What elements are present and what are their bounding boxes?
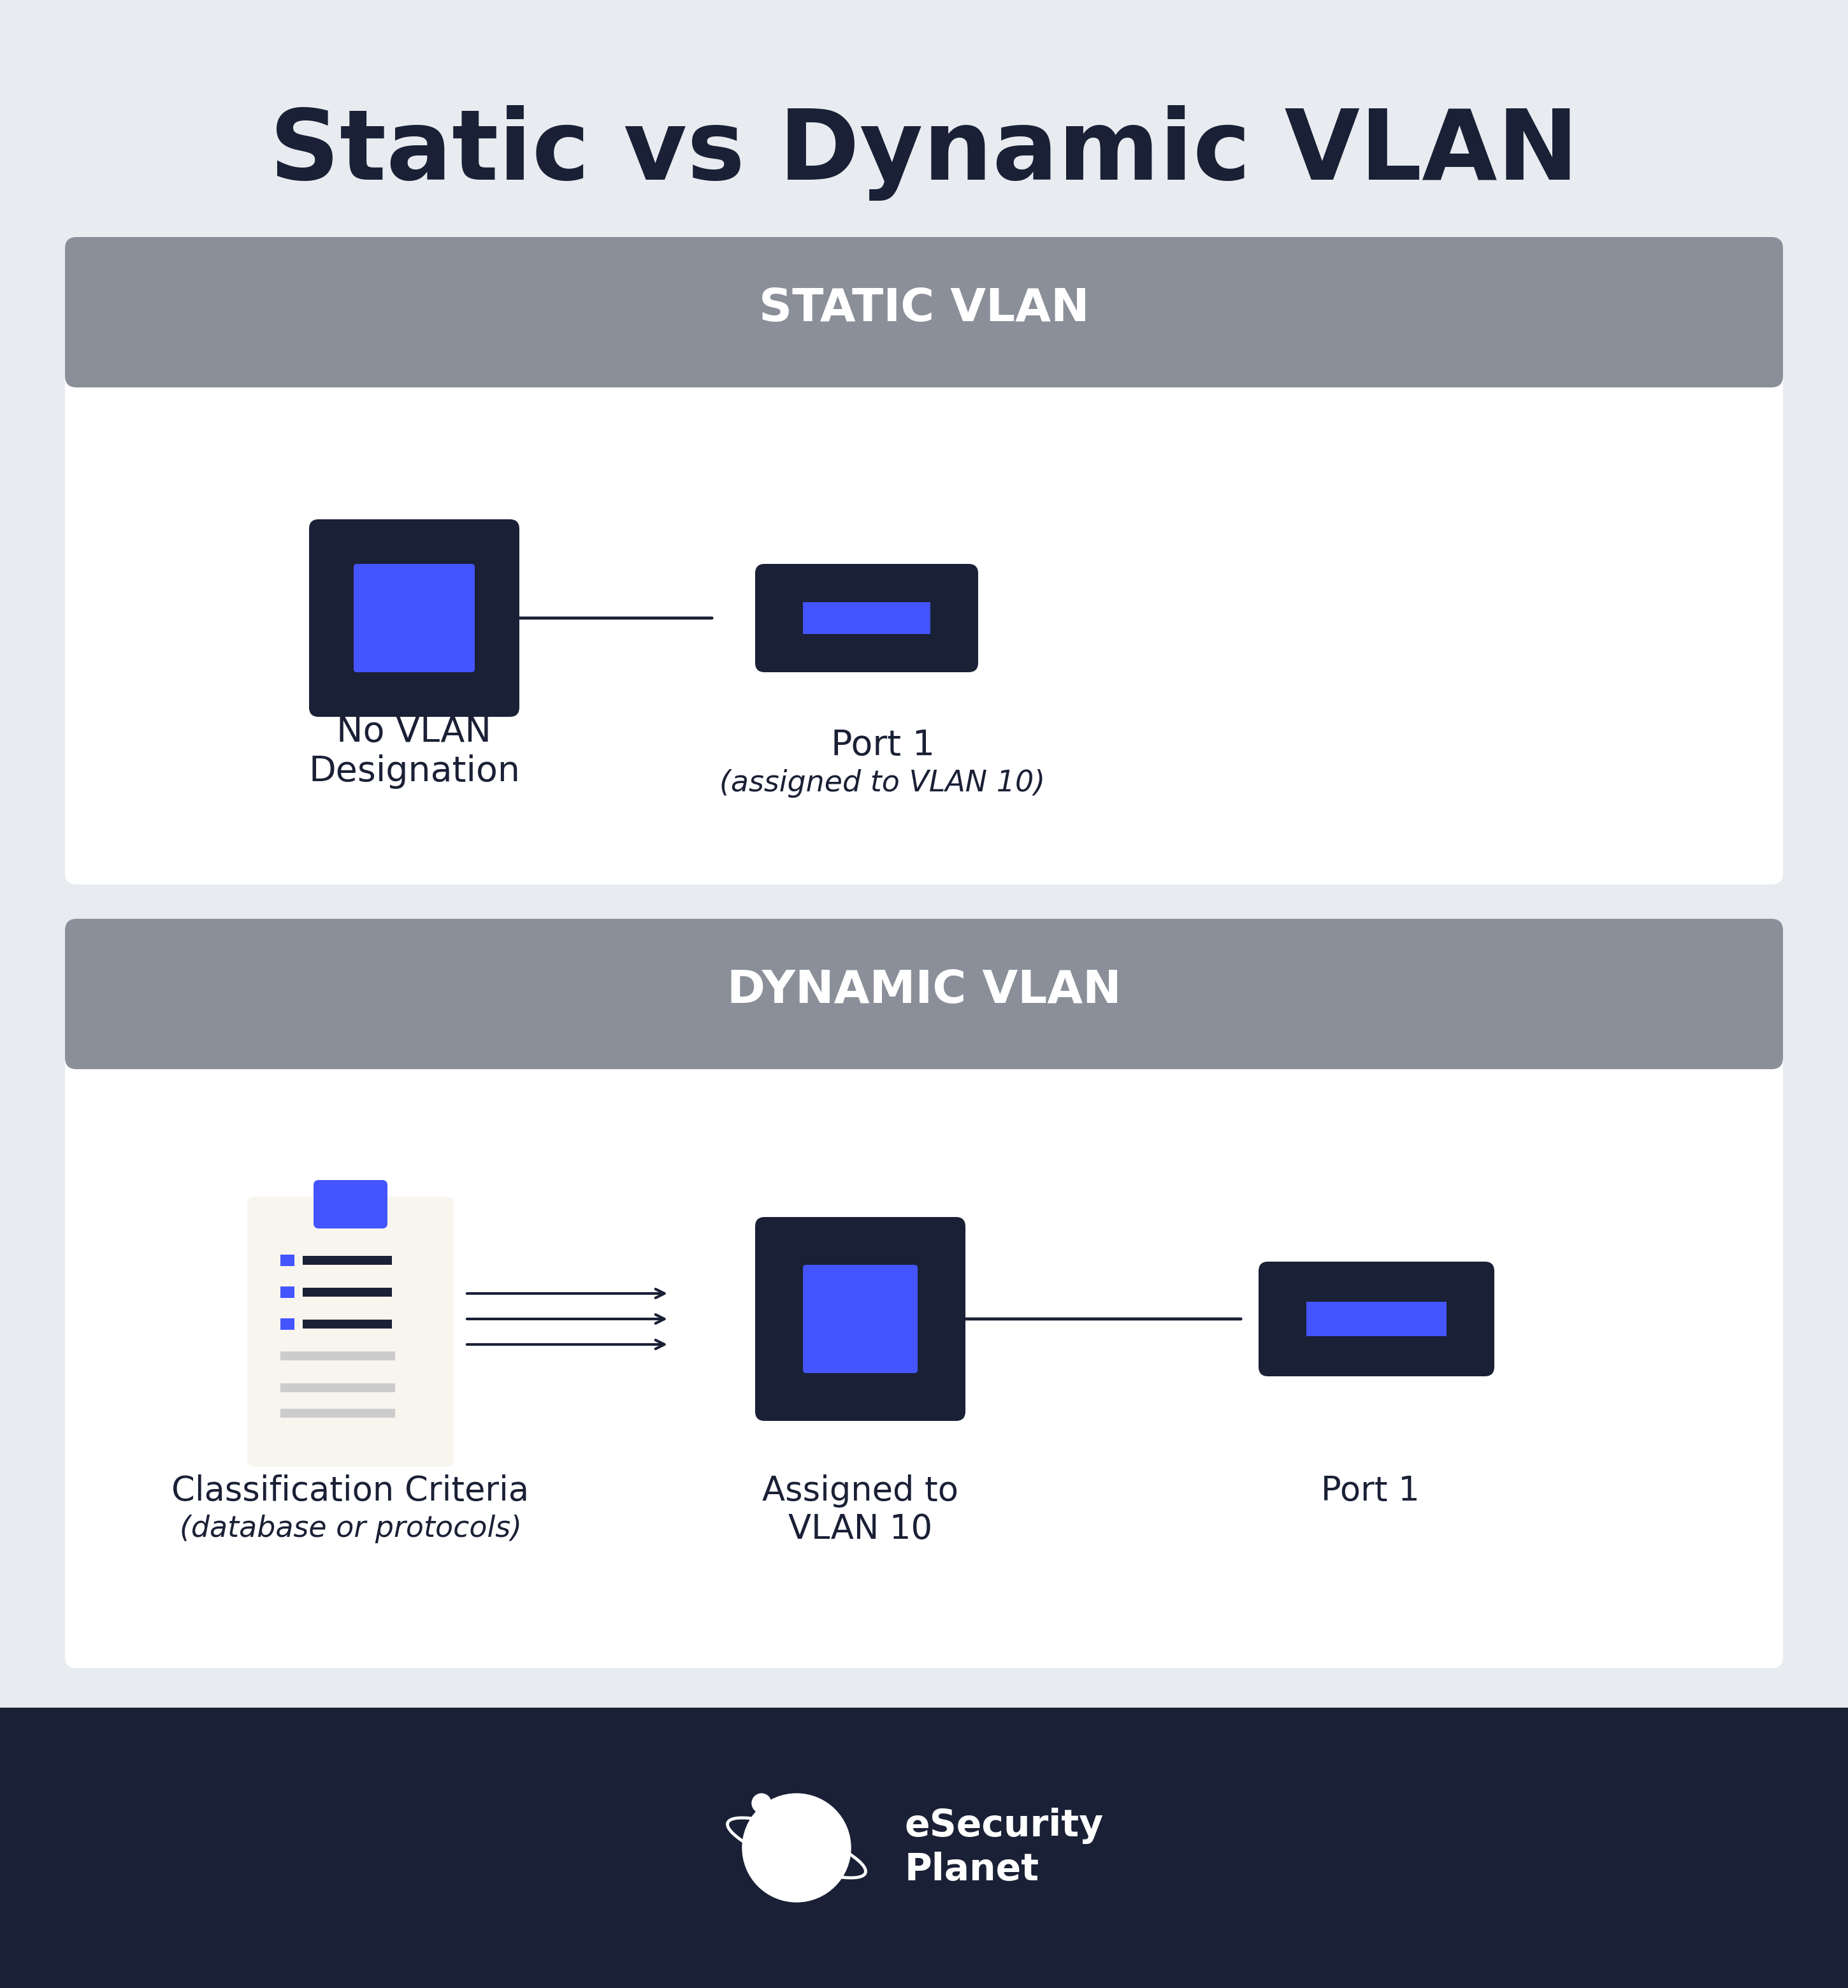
Text: DYNAMIC VLAN: DYNAMIC VLAN bbox=[726, 968, 1122, 1012]
Bar bbox=[802, 602, 930, 634]
Text: Classification Criteria: Classification Criteria bbox=[172, 1475, 529, 1507]
Bar bbox=[281, 1352, 395, 1360]
Bar bbox=[281, 1286, 294, 1298]
Text: Static vs Dynamic VLAN: Static vs Dynamic VLAN bbox=[270, 105, 1578, 201]
Bar bbox=[76, 1000, 1772, 1058]
Circle shape bbox=[743, 1793, 850, 1903]
FancyBboxPatch shape bbox=[65, 237, 1783, 388]
Text: Planet: Planet bbox=[906, 1853, 1039, 1889]
FancyBboxPatch shape bbox=[65, 918, 1783, 1668]
Bar bbox=[281, 1318, 294, 1330]
Bar bbox=[76, 318, 1772, 376]
Text: Port 1: Port 1 bbox=[1321, 1475, 1419, 1507]
Bar bbox=[0, 1708, 1848, 1988]
FancyBboxPatch shape bbox=[802, 1264, 918, 1374]
FancyBboxPatch shape bbox=[1258, 1262, 1495, 1376]
Text: STATIC VLAN: STATIC VLAN bbox=[760, 286, 1088, 332]
Bar bbox=[303, 1320, 392, 1328]
Text: Port 1: Port 1 bbox=[830, 728, 935, 763]
FancyBboxPatch shape bbox=[756, 1217, 965, 1421]
Circle shape bbox=[752, 1793, 771, 1813]
FancyBboxPatch shape bbox=[309, 519, 519, 718]
Bar bbox=[1307, 1302, 1447, 1336]
Text: eSecurity: eSecurity bbox=[906, 1807, 1103, 1843]
Bar bbox=[281, 1254, 294, 1266]
FancyBboxPatch shape bbox=[248, 1197, 455, 1467]
Bar bbox=[303, 1256, 392, 1264]
Bar bbox=[303, 1288, 392, 1296]
FancyBboxPatch shape bbox=[65, 918, 1783, 1070]
FancyBboxPatch shape bbox=[756, 565, 978, 672]
Bar bbox=[281, 1384, 395, 1392]
FancyBboxPatch shape bbox=[353, 565, 475, 672]
FancyBboxPatch shape bbox=[314, 1181, 388, 1229]
Text: (database or protocols): (database or protocols) bbox=[179, 1515, 521, 1543]
Bar bbox=[281, 1409, 395, 1417]
Text: VLAN 10: VLAN 10 bbox=[789, 1513, 933, 1547]
FancyBboxPatch shape bbox=[65, 237, 1783, 885]
Text: Assigned to: Assigned to bbox=[761, 1475, 959, 1507]
Text: No VLAN
Designation: No VLAN Designation bbox=[309, 716, 519, 789]
Text: (assigned to VLAN 10): (assigned to VLAN 10) bbox=[719, 769, 1046, 797]
